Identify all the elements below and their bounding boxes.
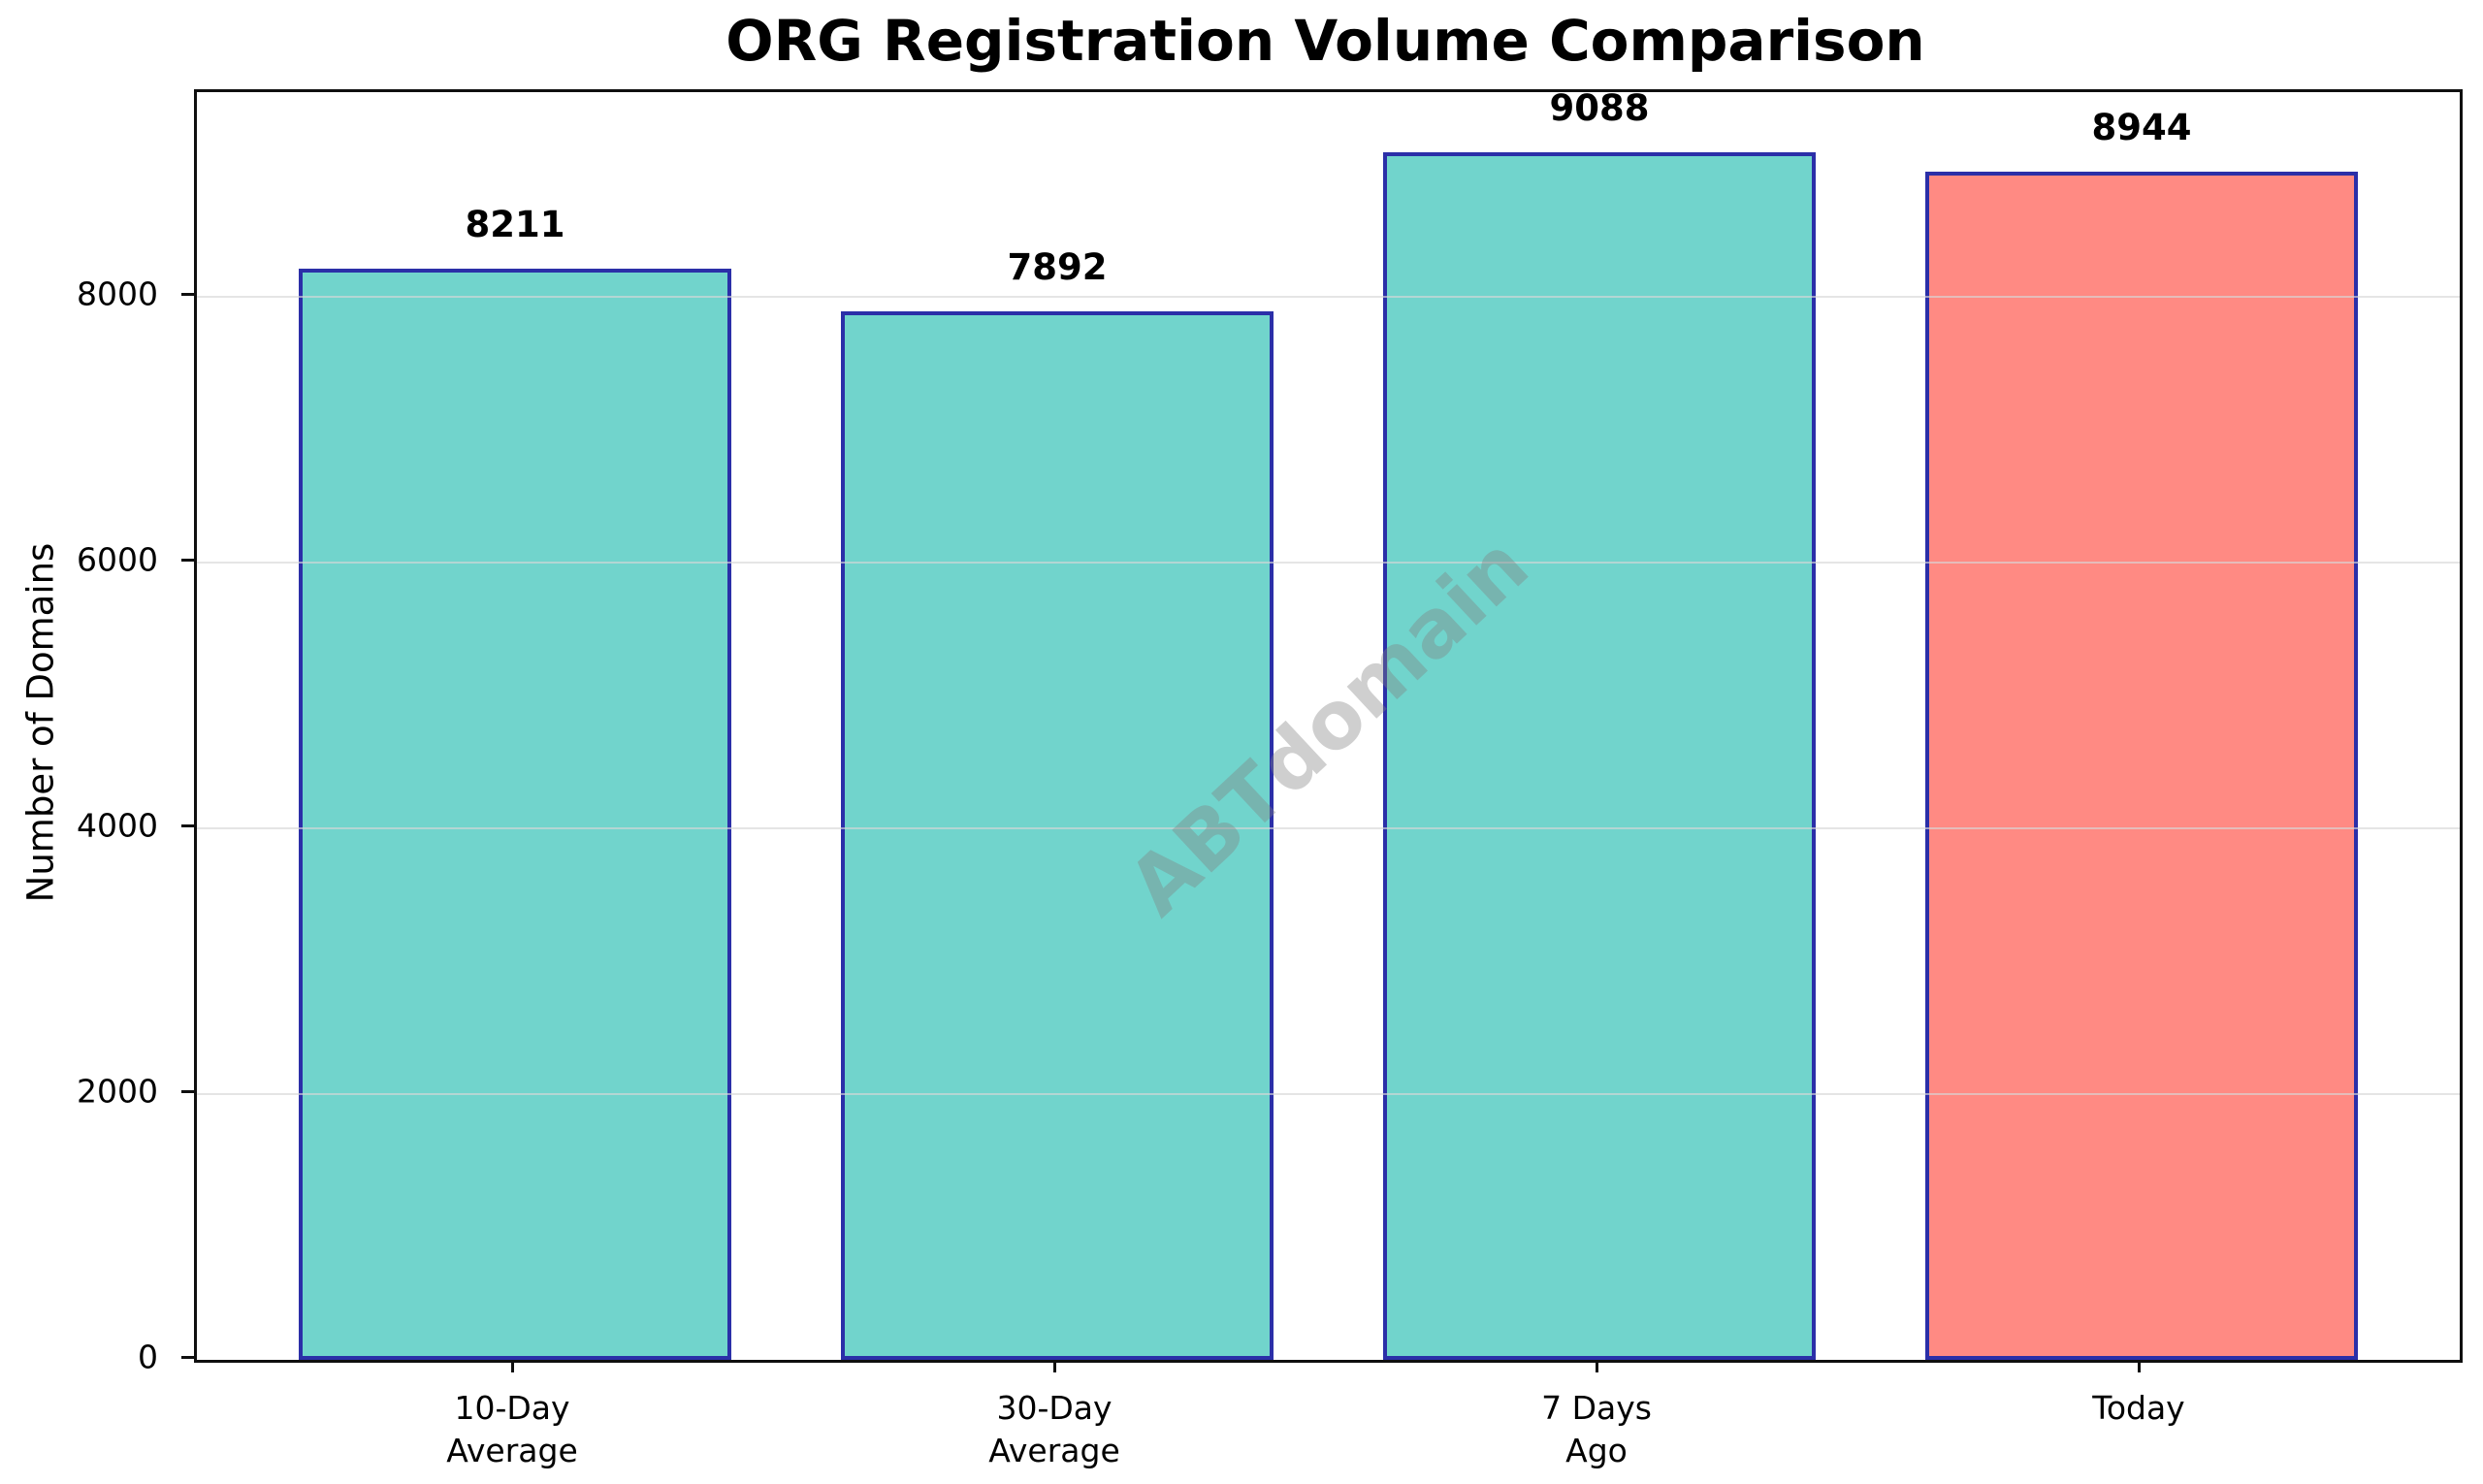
y-tick-mark xyxy=(181,1355,194,1359)
bar-value-label: 8944 xyxy=(2091,106,2192,148)
x-tick-label: 30-Day Average xyxy=(988,1389,1120,1469)
y-tick-mark xyxy=(181,292,194,296)
plot-area: 8211 7892 9088 8944 ABTdomain xyxy=(194,87,2463,1363)
x-tick-label: Today xyxy=(2092,1389,2185,1427)
x-tick-mark xyxy=(2137,1360,2141,1372)
y-tick-mark xyxy=(181,823,194,827)
y-axis-label: Number of Domains xyxy=(19,542,62,903)
y-tick-mark xyxy=(181,1089,194,1093)
bar xyxy=(1383,152,1816,1360)
y-tick-label: 2000 xyxy=(77,1072,158,1111)
chart-title: ORG Registration Volume Comparison xyxy=(726,8,1925,74)
bar-value-label: 7892 xyxy=(1007,246,1108,289)
x-tick-label: 10-Day Average xyxy=(446,1389,578,1469)
x-tick-mark xyxy=(1052,1360,1056,1372)
x-tick-label: 7 Days Ago xyxy=(1541,1389,1652,1469)
bar xyxy=(1925,171,2358,1360)
y-tick-label: 0 xyxy=(138,1338,158,1376)
y-tick-label: 8000 xyxy=(77,274,158,313)
x-tick-mark xyxy=(510,1360,514,1372)
bar-value-label: 9088 xyxy=(1549,87,1650,130)
bar xyxy=(841,311,1274,1360)
y-tick-mark xyxy=(181,558,194,562)
y-tick-label: 4000 xyxy=(77,806,158,845)
y-tick-label: 6000 xyxy=(77,540,158,579)
bar-value-label: 8211 xyxy=(465,204,565,246)
bar xyxy=(299,269,731,1360)
x-tick-mark xyxy=(1595,1360,1598,1372)
